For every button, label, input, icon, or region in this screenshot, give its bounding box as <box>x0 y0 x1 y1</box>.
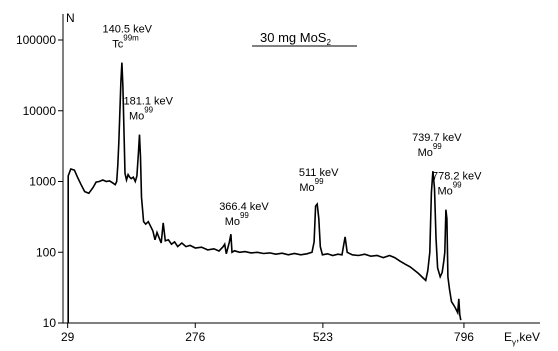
peak-energy-label: 778.2 keV <box>432 171 482 183</box>
peak-mass-label: 99 <box>453 181 462 190</box>
peak-mass-label: 99m <box>123 34 139 43</box>
peak-nuclide-label: Mo <box>225 216 240 228</box>
peak-nuclide-label: Mo <box>437 186 452 198</box>
peak-nuclide-label: Mo <box>129 111 144 123</box>
peak-energy-label: 366.4 keV <box>219 201 269 213</box>
y-tick-label: 10 <box>43 316 57 330</box>
x-tick-label: 29 <box>61 330 75 344</box>
peak-nuclide-label: Mo <box>418 147 433 159</box>
axes <box>62 14 540 324</box>
x-tick-label: 276 <box>185 330 205 344</box>
ticks: 10 100 1000 10000 100000 29 276 523 796 <box>16 33 474 344</box>
x-axis-label: Eγ,keV <box>504 330 540 347</box>
peak-energy-label: 181.1 keV <box>123 96 173 108</box>
y-tick-label: 100000 <box>16 33 56 47</box>
y-tick-label: 10000 <box>23 104 57 118</box>
chart-title: 30 mg MoS2 <box>260 30 331 47</box>
peak-nuclide-label: Mo <box>299 182 314 194</box>
peak-energy-label: 140.5 keV <box>102 24 152 36</box>
peak-nuclide-label: Tc <box>112 39 124 51</box>
peak-mass-label: 99 <box>433 142 442 151</box>
y-axis-label: N <box>66 11 75 25</box>
peak-energy-label: 739.7 keV <box>412 132 462 144</box>
x-tick-label: 796 <box>454 330 474 344</box>
x-tick-label: 523 <box>313 330 333 344</box>
peak-energy-label: 511 keV <box>299 167 339 179</box>
peak-mass-label: 99 <box>240 211 249 220</box>
peak-mass-label: 99 <box>144 106 153 115</box>
y-tick-label: 1000 <box>29 175 56 189</box>
y-tick-label: 100 <box>36 245 56 259</box>
spectrum-line <box>67 62 462 323</box>
peak-mass-label: 99 <box>315 177 324 186</box>
